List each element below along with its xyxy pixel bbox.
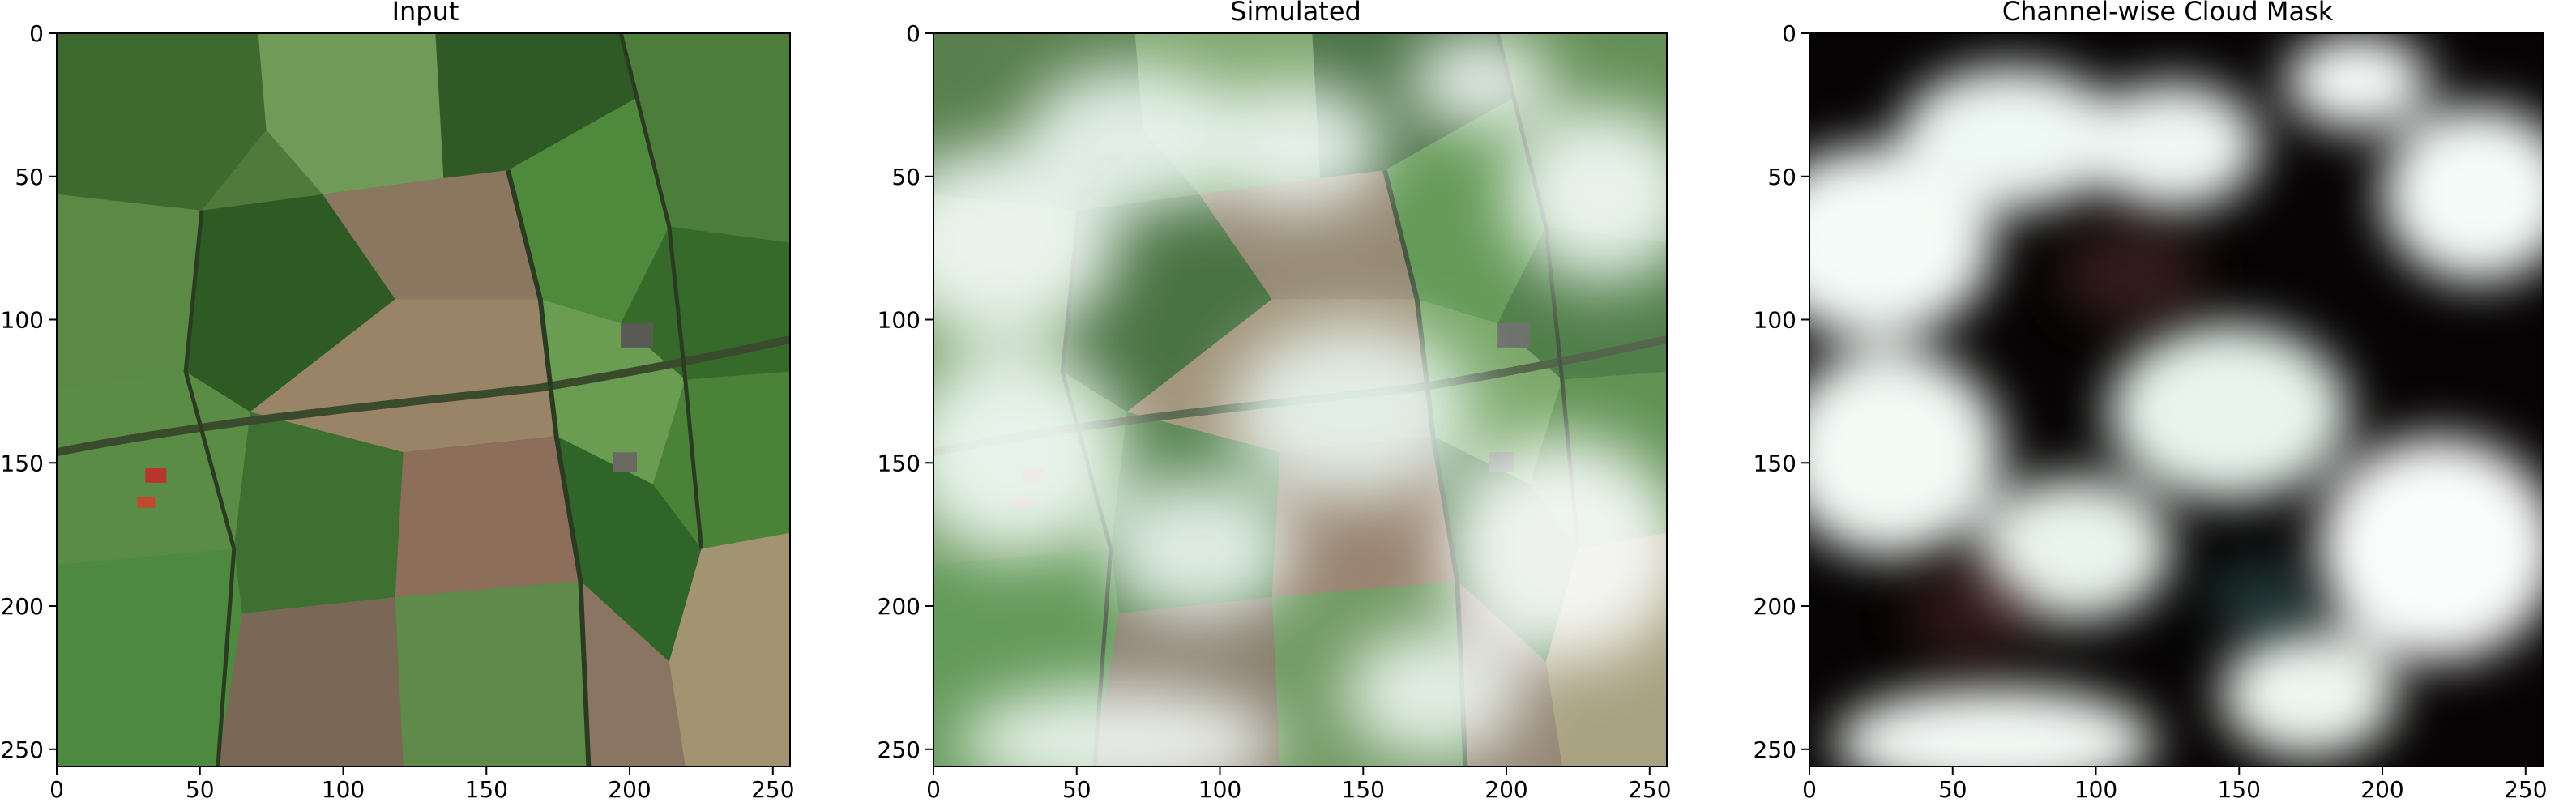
x-tick-label: 50 bbox=[186, 776, 215, 803]
panel-title: Channel-wise Cloud Mask bbox=[2002, 0, 2334, 27]
x-tick-label: 200 bbox=[2360, 776, 2403, 803]
panel-input: Input 0 50 100 150 200 250 0 50 100 150 200 250 bbox=[1, 0, 795, 803]
y-tick-label: 150 bbox=[1, 450, 44, 476]
y-tick-label: 150 bbox=[878, 450, 921, 476]
x-tick-label: 150 bbox=[2218, 776, 2261, 803]
y-tick-label: 100 bbox=[1754, 307, 1796, 334]
panel-title: Simulated bbox=[1230, 0, 1361, 27]
x-tick-label: 250 bbox=[2504, 776, 2547, 803]
x-tick-label: 100 bbox=[1198, 776, 1241, 803]
y-tick-label: 100 bbox=[1, 307, 44, 334]
x-tick-label: 250 bbox=[751, 776, 794, 803]
x-axis: 0 50 100 150 200 250 bbox=[1802, 766, 2548, 803]
y-tick-label: 0 bbox=[29, 20, 44, 47]
x-tick-label: 250 bbox=[1628, 776, 1671, 803]
x-tick-label: 0 bbox=[1802, 776, 1817, 803]
y-tick-label: 150 bbox=[1754, 450, 1796, 476]
y-tick-label: 50 bbox=[891, 164, 921, 190]
panel-title: Input bbox=[392, 0, 459, 27]
y-tick-label: 50 bbox=[15, 164, 44, 190]
x-tick-label: 150 bbox=[465, 776, 508, 803]
axes-frame bbox=[56, 32, 791, 767]
x-tick-label: 50 bbox=[1062, 776, 1091, 803]
y-tick-label: 200 bbox=[1754, 593, 1796, 620]
y-tick-label: 250 bbox=[878, 736, 921, 763]
x-tick-label: 100 bbox=[2074, 776, 2117, 803]
input-image bbox=[57, 33, 790, 766]
panel-simulated: Simulated 0 50 100 150 200 250 0 50 100 150 200 25… bbox=[878, 0, 1672, 803]
x-tick-label: 200 bbox=[1485, 776, 1527, 803]
y-tick-label: 100 bbox=[878, 307, 921, 334]
x-tick-label: 0 bbox=[49, 776, 64, 803]
y-tick-label: 50 bbox=[1767, 164, 1796, 190]
y-tick-label: 250 bbox=[1, 736, 44, 763]
y-tick-label: 200 bbox=[878, 593, 921, 620]
y-axis: 0 50 100 150 200 250 bbox=[1, 20, 57, 763]
y-tick-label: 250 bbox=[1754, 736, 1796, 763]
cloud-mask-image bbox=[1809, 33, 2543, 766]
y-tick-label: 0 bbox=[906, 20, 921, 47]
panel-cloud-mask: Channel-wise Cloud Mask 0 50 100 150 200 250 … bbox=[1754, 0, 2548, 803]
axes-frame bbox=[933, 32, 1668, 767]
x-tick-label: 200 bbox=[608, 776, 651, 803]
y-tick-label: 200 bbox=[1, 593, 44, 620]
x-axis: 0 50 100 150 200 250 bbox=[49, 766, 795, 803]
x-tick-label: 100 bbox=[322, 776, 365, 803]
y-tick-label: 0 bbox=[1782, 20, 1796, 47]
x-axis: 0 50 100 150 200 250 bbox=[926, 766, 1672, 803]
simulated-image bbox=[933, 33, 1667, 766]
axes-frame bbox=[1809, 32, 2544, 767]
y-axis: 0 50 100 150 200 250 bbox=[1754, 20, 1809, 763]
x-tick-label: 50 bbox=[1938, 776, 1967, 803]
x-tick-label: 0 bbox=[926, 776, 941, 803]
y-axis: 0 50 100 150 200 250 bbox=[878, 20, 933, 763]
x-tick-label: 150 bbox=[1342, 776, 1385, 803]
